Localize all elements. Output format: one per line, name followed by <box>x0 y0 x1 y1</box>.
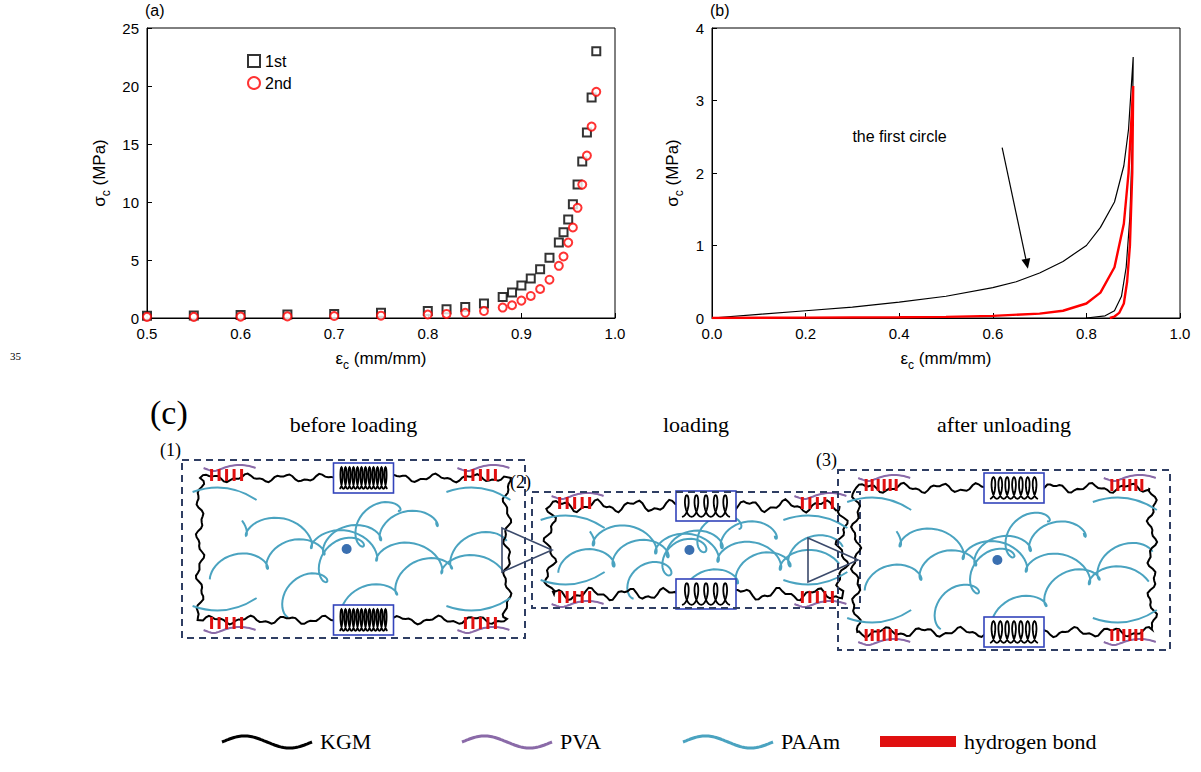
html-text:εc(mm/mm): εc(mm/mm) <box>900 349 992 372</box>
svg-text:0.5: 0.5 <box>137 325 158 342</box>
svg-text:3: 3 <box>696 92 704 109</box>
svg-text:0: 0 <box>696 310 704 327</box>
svg-text:hydrogen bond: hydrogen bond <box>964 729 1097 754</box>
svg-text:1.0: 1.0 <box>605 325 626 342</box>
svg-text:0.8: 0.8 <box>1076 325 1097 342</box>
svg-text:0: 0 <box>131 310 139 327</box>
svg-text:0.7: 0.7 <box>324 325 345 342</box>
svg-text:0.4: 0.4 <box>889 325 910 342</box>
html-text:(MPa): (MPa) <box>90 139 110 191</box>
svg-text:15: 15 <box>122 136 139 153</box>
svg-text:0.0: 0.0 <box>702 325 723 342</box>
svg-text:2: 2 <box>696 165 704 182</box>
svg-text:5: 5 <box>131 252 139 269</box>
svg-text:(1): (1) <box>160 440 181 461</box>
svg-text:after unloading: after unloading <box>937 412 1071 437</box>
svg-text:KGM: KGM <box>320 729 371 754</box>
html-text:(MPa): (MPa) <box>663 139 683 191</box>
svg-text:2nd: 2nd <box>265 75 292 92</box>
html-text:σ: σ <box>90 196 110 207</box>
svg-text:(3): (3) <box>816 450 837 471</box>
html-text:εc(mm/mm): εc(mm/mm) <box>335 349 427 372</box>
svg-text:0.8: 0.8 <box>417 325 438 342</box>
svg-text:the first circle: the first circle <box>852 128 946 145</box>
svg-text:10: 10 <box>122 194 139 211</box>
svg-text:PAAm: PAAm <box>781 729 840 754</box>
svg-text:1.0: 1.0 <box>1170 325 1191 342</box>
svg-text:0.6: 0.6 <box>982 325 1003 342</box>
html-text:35: 35 <box>10 350 21 362</box>
svg-text:0.9: 0.9 <box>511 325 532 342</box>
svg-text:before loading: before loading <box>290 412 418 437</box>
svg-text:PVA: PVA <box>560 729 601 754</box>
html-text:c: c <box>671 190 686 197</box>
svg-text:25: 25 <box>122 20 139 37</box>
svg-text:20: 20 <box>122 78 139 95</box>
html-text:c: c <box>98 190 113 197</box>
svg-text:4: 4 <box>696 20 704 37</box>
html-text:(b): (b) <box>710 2 730 19</box>
html-text:(a): (a) <box>145 2 165 19</box>
svg-text:0.6: 0.6 <box>230 325 251 342</box>
svg-text:loading: loading <box>663 412 729 437</box>
html-text:σ: σ <box>663 196 683 207</box>
svg-text:1st: 1st <box>265 53 287 70</box>
svg-text:1: 1 <box>696 237 704 254</box>
svg-text:0.2: 0.2 <box>795 325 816 342</box>
svg-text:(2): (2) <box>510 472 531 493</box>
svg-text:(c): (c) <box>150 394 188 432</box>
